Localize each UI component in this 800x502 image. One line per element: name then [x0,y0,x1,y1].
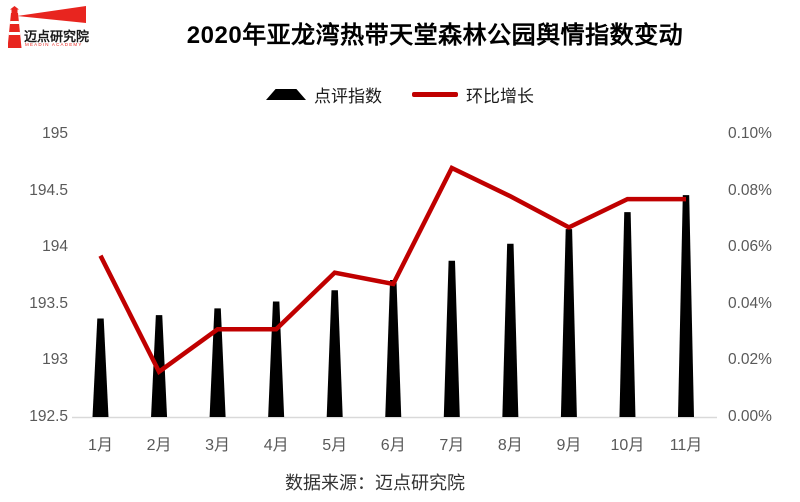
bar-month-1 [92,318,109,417]
data-source: 数据来源：迈点研究院 [285,473,465,493]
x-axis-label: 8月 [497,437,523,454]
line-series-icon [412,92,458,97]
x-axis-label: 1月 [88,437,113,454]
y-axis-right-tick: 0.00% [728,408,772,425]
y-axis-right-tick: 0.10% [728,125,772,142]
y-axis-right-tick: 0.02% [728,351,772,369]
y-axis-left-tick: 194 [42,238,68,256]
bar-month-11 [678,195,694,417]
logo-subtext: MEADIN ACADEMY [25,42,83,47]
bar-month-9 [560,229,577,417]
x-axis-label: 4月 [263,437,289,454]
x-axis-label: 7月 [439,437,465,454]
bar-month-3 [209,308,226,417]
legend-item-mom-growth: 环比增长 [412,82,534,107]
page-title: 2020年亚龙湾热带天堂森林公园舆情指数变动 [186,22,684,49]
y-axis-left-tick: 192.5 [29,408,68,425]
x-axis-label: 3月 [205,437,231,454]
bar-month-8 [502,243,519,417]
x-axis-label: 9月 [556,437,582,454]
logo-text: 迈点研究院 [24,29,90,44]
x-axis-label: 5月 [322,437,348,454]
bar-month-4 [268,301,285,417]
bar-month-5 [326,290,343,417]
y-axis-left-tick: 193 [42,351,68,369]
legend-item-review-index: 点评指数 [266,82,382,107]
bar-series-icon [266,89,306,100]
legend-label-review-index: 点评指数 [314,87,382,106]
x-axis-label: 2月 [146,437,172,454]
y-axis-left-tick: 193.5 [29,294,68,312]
legend: 点评指数 环比增长 [0,82,800,107]
bar-month-6 [385,280,402,417]
y-axis-right-tick: 0.04% [728,294,772,312]
x-axis-label: 10月 [610,437,645,454]
legend-label-mom-growth: 环比增长 [466,87,534,106]
y-axis-left-tick: 195 [42,125,68,142]
y-axis-left-tick: 194.5 [29,181,68,199]
bar-month-2 [151,315,168,417]
x-axis-label: 6月 [380,437,406,454]
x-axis-label: 11月 [669,437,703,454]
logo: 迈点研究院 MEADIN ACADEMY [8,6,120,58]
growth-line [98,164,686,376]
y-axis-right-tick: 0.08% [728,181,772,199]
bar-month-10 [619,212,636,417]
y-axis-right-tick: 0.06% [728,238,772,256]
bar-month-7 [443,260,460,417]
lighthouse-icon [8,6,86,48]
